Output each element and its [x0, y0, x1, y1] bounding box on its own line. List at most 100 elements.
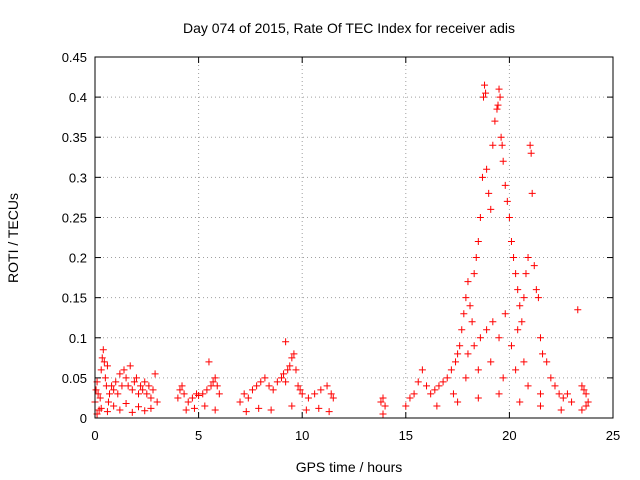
data-point — [456, 342, 464, 350]
data-point — [211, 406, 219, 414]
data-point — [92, 386, 100, 394]
data-point — [120, 366, 128, 374]
data-point — [507, 342, 515, 350]
data-point — [98, 354, 106, 362]
data-point — [489, 318, 497, 326]
data-point — [94, 390, 102, 398]
data-point — [327, 390, 335, 398]
data-point — [296, 386, 304, 394]
data-point — [449, 390, 457, 398]
data-point — [294, 382, 302, 390]
y-tick-label: 0.4 — [69, 90, 87, 105]
data-point — [242, 408, 250, 416]
data-point — [207, 382, 215, 390]
data-point — [414, 378, 422, 386]
data-point — [116, 406, 124, 414]
data-point — [201, 402, 209, 410]
data-point — [474, 366, 482, 374]
data-point — [514, 286, 522, 294]
chart-title: Day 074 of 2015, Rate Of TEC Index for r… — [183, 20, 515, 36]
data-point — [522, 270, 530, 278]
data-point — [190, 404, 198, 412]
data-point — [551, 382, 559, 390]
data-point — [557, 406, 565, 414]
data-point — [443, 374, 451, 382]
plot-frame — [94, 56, 614, 419]
data-point — [527, 149, 535, 157]
data-point — [381, 402, 389, 410]
data-point — [563, 390, 571, 398]
data-point — [532, 286, 540, 294]
data-point — [128, 386, 136, 394]
data-point — [104, 398, 112, 406]
data-point — [418, 366, 426, 374]
data-point — [379, 394, 387, 402]
data-point — [248, 386, 256, 394]
data-point — [505, 213, 513, 221]
data-point — [433, 402, 441, 410]
data-point — [132, 374, 140, 382]
data-point — [116, 370, 124, 378]
data-point — [315, 404, 323, 412]
data-point — [174, 394, 182, 402]
data-point — [244, 394, 252, 402]
data-point — [483, 165, 491, 173]
data-point — [145, 382, 153, 390]
data-point — [135, 403, 143, 411]
data-point — [476, 213, 484, 221]
x-tick-label: 15 — [399, 428, 413, 443]
data-points — [91, 81, 592, 418]
data-point — [547, 374, 555, 382]
y-tick-label: 0.2 — [69, 251, 87, 266]
data-point — [458, 326, 466, 334]
data-point — [494, 101, 502, 109]
data-point — [512, 366, 520, 374]
data-point — [325, 408, 333, 416]
data-point — [499, 157, 507, 165]
data-point — [543, 358, 551, 366]
data-point — [304, 394, 312, 402]
y-tick-label: 0.1 — [69, 331, 87, 346]
data-point — [317, 386, 325, 394]
y-tick-label: 0.3 — [69, 170, 87, 185]
data-point — [240, 390, 248, 398]
data-point — [267, 406, 275, 414]
data-point — [495, 85, 503, 93]
data-point — [135, 390, 143, 398]
data-point — [423, 382, 431, 390]
data-point — [493, 105, 501, 113]
data-point — [255, 404, 263, 412]
data-point — [103, 408, 111, 416]
data-point — [474, 238, 482, 246]
data-point — [510, 254, 518, 262]
data-point — [582, 402, 590, 410]
data-point — [103, 362, 111, 370]
data-point — [101, 374, 109, 382]
x-axis-label: GPS time / hours — [296, 459, 403, 475]
data-point — [282, 378, 290, 386]
data-point — [431, 386, 439, 394]
data-point — [524, 254, 532, 262]
data-point — [122, 400, 130, 408]
data-point — [483, 326, 491, 334]
data-point — [454, 398, 462, 406]
data-point — [112, 378, 120, 386]
data-point — [153, 398, 161, 406]
data-point — [487, 358, 495, 366]
data-point — [452, 358, 460, 366]
y-tick-label: 0.15 — [62, 291, 87, 306]
data-point — [474, 394, 482, 402]
data-point — [454, 350, 462, 358]
data-point — [176, 386, 184, 394]
data-point — [485, 189, 493, 197]
data-point — [178, 382, 186, 390]
data-point — [499, 374, 507, 382]
x-tick-label: 20 — [502, 428, 516, 443]
data-point — [288, 402, 296, 410]
data-point — [503, 197, 511, 205]
data-point — [427, 390, 435, 398]
x-tick-label: 10 — [295, 428, 309, 443]
data-point — [464, 350, 472, 358]
data-point — [514, 326, 522, 334]
